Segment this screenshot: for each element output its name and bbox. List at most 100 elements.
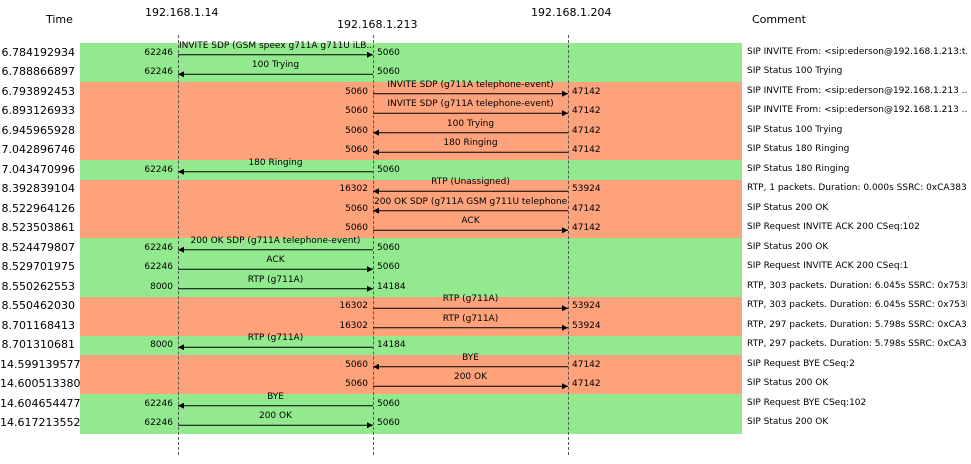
row-comment: SIP Request INVITE ACK 200 CSeq:102	[747, 222, 920, 233]
row-band[interactable]	[80, 218, 742, 239]
row-arrow-head-icon	[373, 188, 379, 195]
row-left-port: 5060	[345, 145, 368, 156]
row-comment: SIP Status 100 Trying	[747, 66, 843, 77]
row-time: 7.043470996	[1, 162, 75, 176]
row-arrow-head-icon	[178, 168, 184, 175]
row-comment: SIP Status 200 OK	[747, 417, 829, 428]
row-right-port: 14184	[377, 340, 406, 351]
row-comment: RTP, 297 packets. Duration: 5.798s SSRC:…	[747, 339, 967, 350]
row-message-label[interactable]: RTP (Unassigned)	[431, 177, 510, 188]
row-left-port: 62246	[144, 67, 173, 78]
row-message-label[interactable]: RTP (g711A)	[247, 333, 304, 344]
row-band[interactable]	[80, 179, 742, 200]
row-message-label[interactable]: RTP (g711A)	[247, 274, 304, 285]
row-band[interactable]	[80, 238, 742, 258]
row-band[interactable]	[80, 121, 742, 141]
row-comment: SIP Status 180 Ringing	[747, 144, 850, 155]
row-band[interactable]	[80, 316, 742, 336]
row-left-port: 62246	[144, 262, 173, 273]
row-left-port: 5060	[345, 125, 368, 136]
row-arrow-head-icon	[178, 402, 184, 409]
row-time: 6.793892453	[1, 84, 75, 98]
row-right-port: 47142	[572, 379, 601, 390]
row-time: 8.701168413	[1, 318, 75, 332]
row-time: 14.617213552	[0, 416, 81, 430]
row-arrow-head-icon	[367, 266, 373, 273]
row-message-label[interactable]: INVITE SDP (g711A telephone-event)	[387, 99, 554, 110]
row-band[interactable]	[80, 140, 742, 161]
row-band[interactable]	[80, 82, 742, 102]
row-message-label[interactable]: 200 OK	[453, 372, 488, 383]
row-time: 8.523503861	[1, 221, 75, 235]
row-left-port: 62246	[144, 242, 173, 253]
row-right-port: 47142	[572, 106, 601, 117]
row-message-label[interactable]: 180 Ringing	[443, 138, 498, 149]
host-header-2: 192.168.1.204	[531, 6, 612, 19]
row-message-label[interactable]: ACK	[266, 255, 285, 266]
row-band[interactable]	[80, 101, 742, 122]
row-right-port: 53924	[572, 320, 601, 331]
row-right-port: 47142	[572, 86, 601, 97]
time-header: Time	[46, 13, 73, 26]
row-band[interactable]	[80, 296, 742, 317]
row-message-label[interactable]: 100 Trying	[446, 118, 495, 129]
row-time: 8.524479807	[1, 240, 75, 254]
row-message-label[interactable]: BYE	[267, 391, 284, 402]
row-arrow-head-icon	[178, 246, 184, 253]
row-band[interactable]	[80, 355, 742, 375]
host-line-1	[373, 35, 374, 455]
row-band[interactable]	[80, 335, 742, 356]
row-band[interactable]	[80, 62, 742, 83]
row-message-label[interactable]: 100 Trying	[251, 60, 300, 71]
row-arrow-head-icon	[562, 324, 568, 331]
row-message-label[interactable]: INVITE SDP (GSM speex g711A g711U iLB...	[179, 40, 372, 51]
row-time: 8.550462030	[1, 299, 75, 313]
row-band[interactable]	[80, 374, 742, 395]
row-right-port: 5060	[377, 262, 400, 273]
row-band[interactable]	[80, 43, 742, 63]
row-message-label[interactable]: 180 Ringing	[248, 157, 303, 168]
row-band[interactable]	[80, 277, 742, 297]
row-band[interactable]	[80, 160, 742, 180]
row-time: 6.945965928	[1, 123, 75, 137]
row-arrow-head-icon	[178, 71, 184, 78]
host-line-2	[568, 35, 569, 455]
row-left-port: 5060	[345, 106, 368, 117]
row-message-label[interactable]: 200 OK SDP (g711A GSM g711U telephone...	[374, 196, 567, 207]
row-left-port: 5060	[345, 86, 368, 97]
row-comment: SIP INVITE From: <sip:ederson@192.168.1.…	[747, 85, 967, 96]
row-time: 8.550262553	[1, 279, 75, 293]
row-time: 14.599139577	[0, 357, 81, 371]
row-comment: SIP Status 200 OK	[747, 202, 829, 213]
row-band[interactable]	[80, 413, 742, 434]
row-band[interactable]	[80, 394, 742, 414]
row-message-label[interactable]: 200 OK	[258, 411, 293, 422]
row-left-port: 5060	[345, 223, 368, 234]
row-comment: SIP Status 100 Trying	[747, 124, 843, 135]
row-message-label[interactable]: BYE	[462, 352, 479, 363]
row-comment: RTP, 303 packets. Duration: 6.045s SSRC:…	[747, 280, 967, 291]
row-comment: SIP Request INVITE ACK 200 CSeq:1	[747, 261, 909, 272]
row-time: 8.701310681	[1, 338, 75, 352]
row-right-port: 5060	[377, 67, 400, 78]
row-message-label[interactable]: RTP (g711A)	[442, 294, 499, 305]
row-message-label[interactable]: ACK	[461, 216, 480, 227]
row-left-port: 62246	[144, 398, 173, 409]
row-band[interactable]	[80, 199, 742, 219]
row-arrow-head-icon	[373, 129, 379, 136]
row-message-label[interactable]: INVITE SDP (g711A telephone-event)	[387, 79, 554, 90]
row-time: 7.042896746	[1, 143, 75, 157]
row-comment: SIP Request BYE CSeq:2	[747, 358, 855, 369]
row-message-label[interactable]: RTP (g711A)	[442, 313, 499, 324]
row-arrow-head-icon	[373, 363, 379, 370]
row-message-label[interactable]: 200 OK SDP (g711A telephone-event)	[190, 235, 361, 246]
row-comment: SIP Request BYE CSeq:102	[747, 397, 867, 408]
row-left-port: 5060	[345, 379, 368, 390]
row-arrow-head-icon	[373, 149, 379, 156]
row-time: 6.788866897	[1, 65, 75, 79]
row-right-port: 47142	[572, 145, 601, 156]
row-band[interactable]	[80, 257, 742, 278]
host-header-0: 192.168.1.14	[145, 6, 219, 19]
row-arrow-head-icon	[562, 383, 568, 390]
